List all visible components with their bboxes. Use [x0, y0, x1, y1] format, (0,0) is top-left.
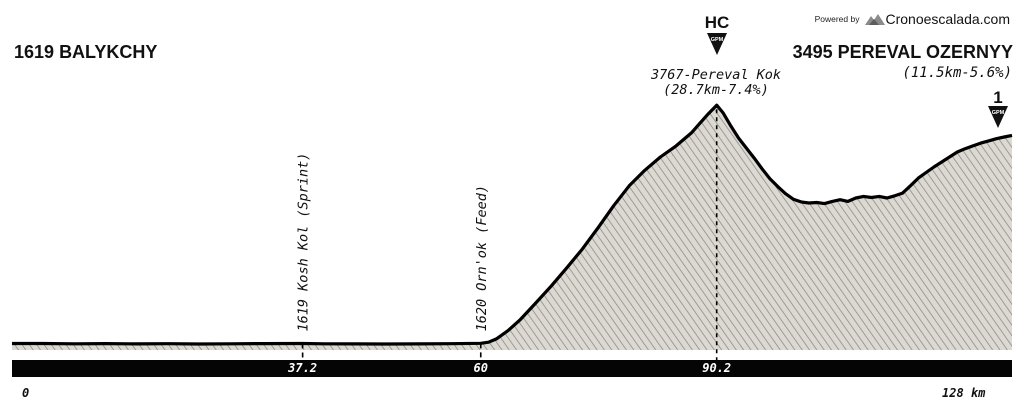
- mountain-logo-icon: [865, 14, 886, 25]
- start-label: 1619 BALYKCHY: [14, 42, 157, 63]
- climb-category-badge: HC GPM: [705, 13, 730, 55]
- waypoint-label: 1620 Orn'ok (Feed): [474, 185, 490, 331]
- start-name: BALYKCHY: [59, 42, 158, 62]
- summit-stats: (28.7km-7.4%): [663, 82, 769, 98]
- finish-label: 3495 PEREVAL OZERNYY: [793, 42, 1013, 63]
- distance-axis-bar: [12, 360, 1012, 377]
- gpm-triangle-icon: [707, 33, 727, 55]
- axis-tick-label: 37.2: [287, 361, 317, 375]
- gpm-tag: GPM: [992, 110, 1005, 116]
- powered-by[interactable]: Powered by Cronoescalada.com: [815, 11, 1010, 27]
- profile-line: [12, 103, 1013, 346]
- axis-tick-label: 128 km: [942, 386, 986, 400]
- climb-category-badge: 1 GPM: [988, 88, 1008, 128]
- climb-category: HC: [705, 13, 730, 32]
- finish-altitude: 3495: [792, 42, 833, 62]
- axis-tick-label: 0: [22, 386, 29, 400]
- profile-area: [12, 105, 1012, 350]
- brand-name: Cronoescalada.com: [885, 11, 1010, 27]
- climb-category: 1: [993, 88, 1002, 107]
- waypoint-label: 1619 Kosh Kol (Sprint): [296, 153, 312, 332]
- axis-tick-label: 90.2: [702, 361, 731, 375]
- gpm-triangle-icon: [988, 106, 1008, 128]
- gpm-tag: GPM: [711, 37, 724, 43]
- axis-tick-label: 60: [474, 361, 488, 375]
- start-altitude: 1619: [14, 42, 55, 62]
- summit-title: 3767-Pereval Kok: [650, 67, 781, 83]
- finish-stats: (11.5km-5.6%): [902, 65, 1012, 81]
- powered-by-text: Powered by: [814, 14, 860, 24]
- finish-name: PEREVAL OZERNYY: [837, 42, 1013, 62]
